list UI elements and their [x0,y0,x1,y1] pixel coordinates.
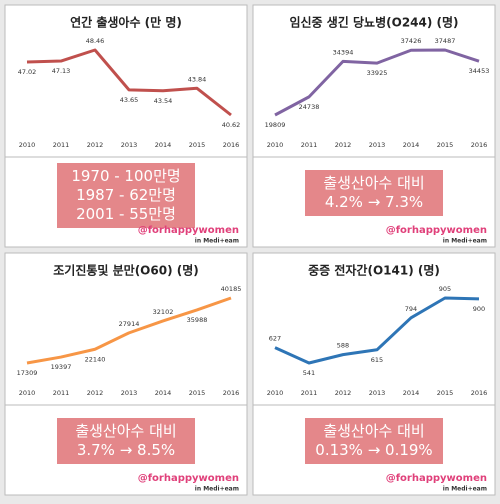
value-label: 905 [439,285,451,293]
value-label: 35988 [187,316,208,324]
data-line [274,296,480,365]
x-tick-label: 2011 [301,141,318,149]
note-box [305,170,443,216]
value-label: 17309 [17,369,38,377]
x-tick-label: 2010 [267,141,284,149]
x-tick-label: 2016 [223,141,240,149]
chart-title: 임신중 생긴 당뇨병(O244) (명) [289,15,458,30]
brand: in Medi+eam [443,486,487,493]
note-box [305,418,443,464]
value-label: 615 [371,356,383,364]
note-text: 1970 - 100만명 [71,167,180,185]
handle: @forhappywomen [138,225,239,236]
panel: 조기진통및 분만(O60) (명) 17309 19397 22140 27914 321… [4,252,248,496]
value-label: 900 [473,305,485,313]
value-label: 541 [303,369,315,377]
note-text: 출생산아수 대비 [323,174,424,192]
x-tick-label: 2011 [53,141,70,149]
value-label: 43.65 [120,96,139,104]
x-tick-label: 2016 [471,389,488,397]
handle: @forhappywomen [386,225,487,236]
value-label: 27914 [119,320,140,328]
x-tick-label: 2015 [437,389,454,397]
value-label: 588 [337,342,349,350]
note-box [57,163,195,228]
note-box [57,418,195,464]
x-tick-label: 2010 [19,389,36,397]
value-label: 34394 [333,48,354,56]
x-tick-label: 2012 [87,389,104,397]
data-line [26,48,232,117]
panel: 연간 출생아수 (만 명) 47.02 47.13 48.46 43.65 43.54 43… [4,4,248,248]
value-label: 47.02 [18,68,37,76]
value-label: 627 [269,335,281,343]
note-text: 2001 - 55만명 [76,205,176,223]
value-label: 34453 [469,67,490,75]
x-tick-label: 2010 [19,141,36,149]
chart-title: 중증 전자간(O141) (명) [308,263,440,278]
value-label: 794 [405,305,417,313]
x-tick-label: 2016 [471,141,488,149]
x-tick-label: 2012 [335,389,352,397]
x-tick-label: 2013 [121,141,138,149]
brand: in Medi+eam [195,238,239,245]
x-tick-label: 2014 [155,141,172,149]
data-line [26,296,232,365]
handle: @forhappywomen [138,473,239,484]
value-label: 40.62 [222,121,241,129]
handle: @forhappywomen [386,473,487,484]
value-label: 22140 [85,355,106,363]
panel: 중증 전자간(O141) (명) 627 541 588 615 794 905 900 201… [252,252,496,496]
x-tick-label: 2014 [403,389,420,397]
brand: in Medi+eam [195,486,239,493]
panel: 임신중 생긴 당뇨병(O244) (명) 19809 24738 34394 33925… [252,4,496,248]
x-tick-label: 2012 [335,141,352,149]
note-text: 0.13% → 0.19% [315,441,432,459]
value-label: 43.84 [188,75,207,83]
note-text: 출생산아수 대비 [75,422,176,440]
x-tick-label: 2015 [189,389,206,397]
x-tick-label: 2015 [189,141,206,149]
chart-title: 조기진통및 분만(O60) (명) [53,263,199,278]
x-tick-label: 2013 [121,389,138,397]
note-text: 4.2% → 7.3% [325,193,423,211]
note-text: 출생산아수 대비 [323,422,424,440]
value-label: 37487 [435,37,456,45]
note-text: 3.7% → 8.5% [77,441,175,459]
brand: in Medi+eam [443,238,487,245]
chart-title: 연간 출생아수 (만 명) [70,15,182,30]
value-label: 19809 [265,121,286,129]
value-label: 40185 [221,285,242,293]
x-tick-label: 2014 [403,141,420,149]
data-line [274,48,480,117]
note-text: 1987 - 62만명 [76,186,176,204]
value-label: 32102 [153,308,174,316]
value-label: 47.13 [52,67,71,75]
x-tick-label: 2011 [301,389,318,397]
x-tick-label: 2012 [87,141,104,149]
value-label: 37426 [401,37,422,45]
x-tick-label: 2013 [369,389,386,397]
x-tick-label: 2010 [267,389,284,397]
value-label: 24738 [299,103,320,111]
x-tick-label: 2015 [437,141,454,149]
value-label: 33925 [367,69,388,77]
x-tick-label: 2016 [223,389,240,397]
x-tick-label: 2014 [155,389,172,397]
value-label: 19397 [51,363,72,371]
value-label: 48.46 [86,37,105,45]
value-label: 43.54 [154,97,173,105]
x-tick-label: 2013 [369,141,386,149]
x-tick-label: 2011 [53,389,70,397]
